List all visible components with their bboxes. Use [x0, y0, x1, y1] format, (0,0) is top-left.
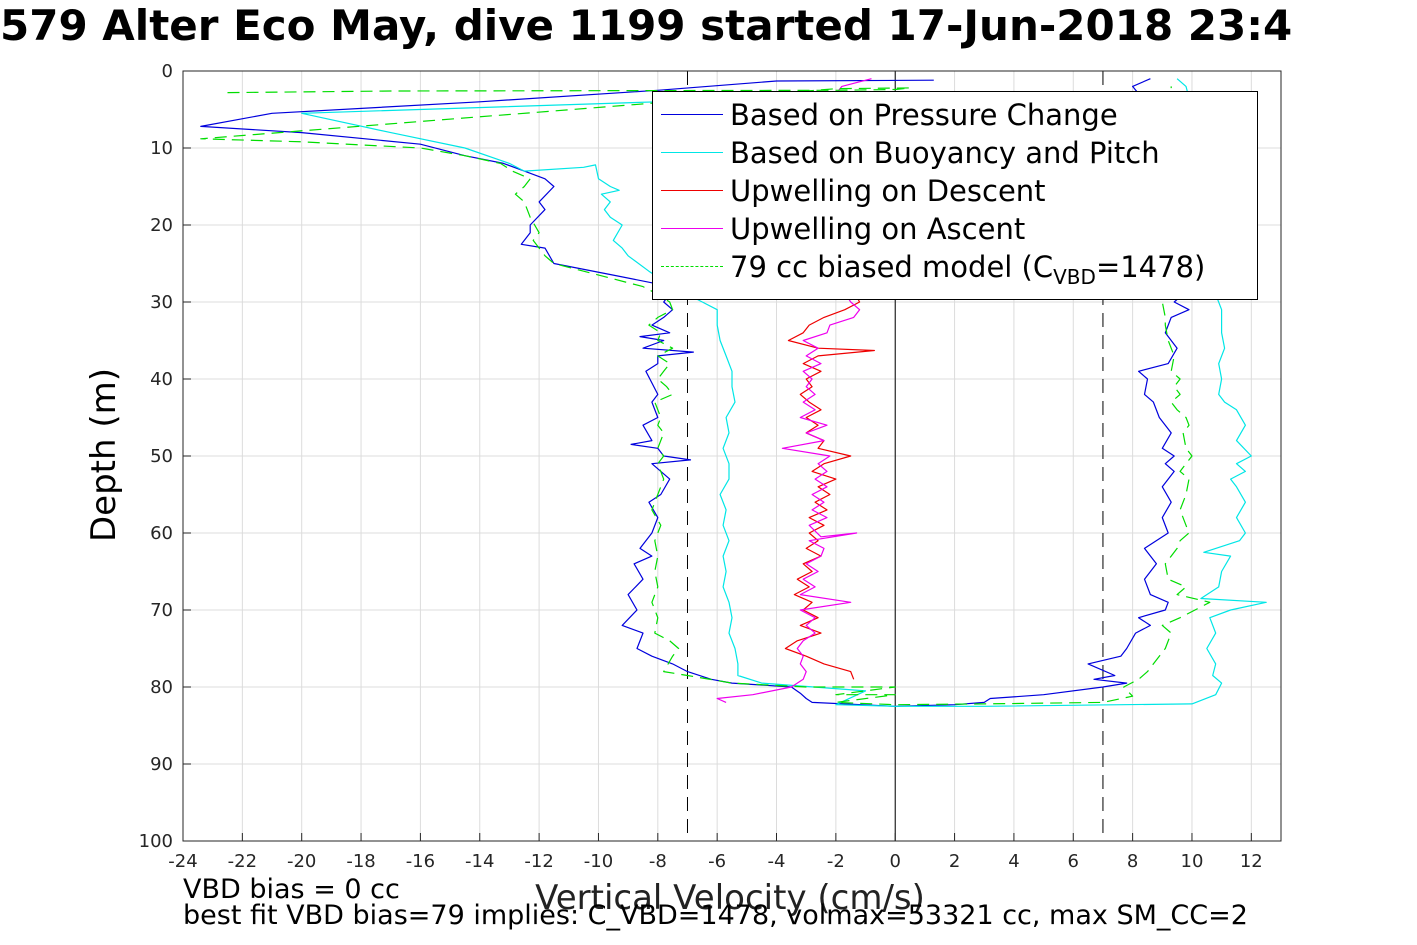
legend-item-pressure: Based on Pressure Change [653, 96, 1257, 134]
x-tick-label: -2 [827, 851, 845, 872]
y-tick-label: 70 [150, 600, 173, 621]
x-tick-label: -10 [584, 851, 613, 872]
y-tick-label: 30 [150, 292, 173, 313]
x-tick-label: 4 [1008, 851, 1019, 872]
x-tick-label: -6 [708, 851, 726, 872]
y-axis-label: Depth (m) [84, 367, 124, 543]
series-group [200, 78, 1267, 707]
x-tick-label: 12 [1240, 851, 1263, 872]
x-tick-label: -20 [287, 851, 316, 872]
legend-item-upwelling-ascent: Upwelling on Ascent [653, 210, 1257, 248]
legend-label: 79 cc biased model (CVBD=1478) [730, 250, 1206, 289]
x-tick-label: -18 [346, 851, 375, 872]
y-tick-label: 60 [150, 523, 173, 544]
legend-item-upwelling-descent: Upwelling on Descent [653, 172, 1257, 210]
legend-swatch-pressure [661, 114, 723, 115]
legend-label: Upwelling on Descent [730, 174, 1046, 208]
legend-label: Based on Pressure Change [730, 98, 1118, 132]
y-tick-label: 0 [162, 61, 173, 82]
legend-swatch-buoyancy [661, 152, 723, 153]
legend-label: Upwelling on Ascent [730, 212, 1026, 246]
series-line-pressure [200, 78, 1193, 707]
vbd-bias-note: VBD bias = 0 cc [183, 874, 400, 905]
x-tick-label: -24 [168, 851, 197, 872]
x-tick-label: 2 [949, 851, 960, 872]
best-fit-note: best fit VBD bias=79 implies: C_VBD=1478… [183, 900, 1248, 931]
series-line-up_ascent [716, 78, 872, 703]
y-tick-label: 80 [150, 677, 173, 698]
x-axis-label: Vertical Velocity (cm/s) [535, 878, 925, 918]
legend-swatch-upwelling-ascent [661, 228, 723, 229]
legend-item-model: 79 cc biased model (CVBD=1478) [653, 248, 1257, 289]
y-tick-label: 20 [150, 215, 173, 236]
x-tick-label: -8 [649, 851, 667, 872]
legend-swatch-model [661, 266, 723, 267]
chart-title: 579 Alter Eco May, dive 1199 started 17-… [0, 2, 1293, 50]
series-line-up_descent [784, 278, 876, 680]
y-tick-label: 100 [139, 831, 173, 852]
x-tick-label: -22 [228, 851, 257, 872]
legend-swatch-upwelling-descent [661, 190, 723, 191]
legend-label: Based on Buoyancy and Pitch [730, 136, 1160, 170]
y-tick-label: 10 [150, 138, 173, 159]
legend: Based on Pressure Change Based on Buoyan… [652, 91, 1258, 300]
x-tick-label: 6 [1068, 851, 1079, 872]
series-line-model [200, 86, 1211, 706]
x-tick-label: 0 [889, 851, 900, 872]
x-tick-label: 10 [1181, 851, 1204, 872]
x-tick-label: -4 [768, 851, 786, 872]
y-tick-label: 40 [150, 369, 173, 390]
x-tick-label: -16 [406, 851, 435, 872]
y-tick-label: 90 [150, 754, 173, 775]
series-line-buoyancy [301, 78, 1267, 707]
legend-item-buoyancy: Based on Buoyancy and Pitch [653, 134, 1257, 172]
x-tick-label: 8 [1127, 851, 1138, 872]
y-tick-label: 50 [150, 446, 173, 467]
x-tick-label: -14 [465, 851, 494, 872]
x-tick-label: -12 [524, 851, 553, 872]
axis-ticks: -24 -22 -20 -18 -16 -14 -12 -10 -8 -6 -4 -2 0 2 4 6 8 10 1… [139, 61, 1263, 872]
